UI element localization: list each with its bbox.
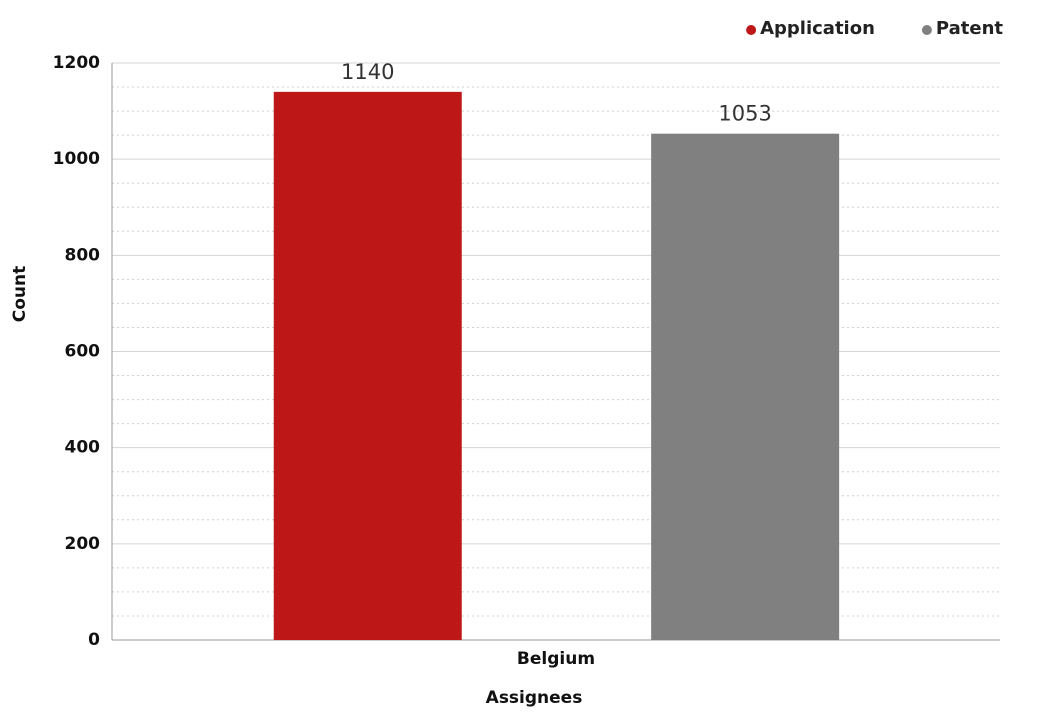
value-label: 1140: [341, 60, 394, 84]
legend-label: Patent: [936, 18, 1003, 39]
legend-label: Application: [760, 18, 875, 39]
legend-swatch: [921, 25, 932, 35]
x-axis-title: Assignees: [486, 688, 583, 708]
legend-swatch: [746, 25, 757, 35]
y-tick-label: 800: [65, 245, 101, 265]
y-tick-label: 1200: [53, 53, 100, 73]
value-label: 1053: [718, 102, 771, 126]
bar: [273, 91, 462, 641]
y-tick-label: 200: [65, 534, 101, 554]
bar: [651, 133, 840, 640]
y-tick-label: 600: [65, 342, 101, 362]
x-tick-label: Belgium: [517, 649, 595, 669]
y-tick-label: 400: [65, 438, 101, 458]
y-tick-label: 1000: [53, 149, 100, 169]
y-tick-label: 0: [88, 630, 100, 650]
y-axis-title: Count: [10, 266, 30, 323]
